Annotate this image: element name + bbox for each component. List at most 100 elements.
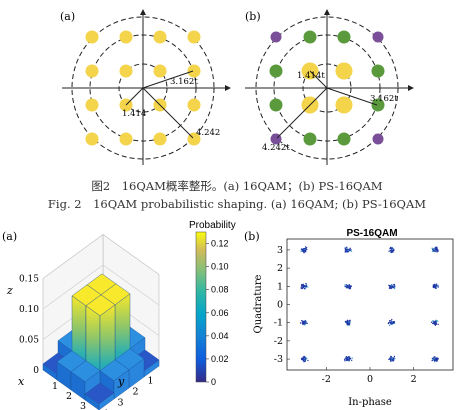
scatter-point (303, 358, 305, 360)
bar3d-panel: (a) 00.050.100.1512341234 z x y Probabil… (2, 220, 236, 410)
scatter-point (303, 320, 306, 323)
scatter-point (350, 359, 353, 361)
scatter-point (432, 357, 435, 359)
scatter-point (434, 321, 437, 324)
scatter-point (301, 319, 303, 322)
scatter-point (433, 284, 435, 286)
scatter-cluster (430, 319, 439, 327)
scatter-point (304, 323, 306, 325)
shaped-constellation-point (372, 31, 384, 43)
scatter-cluster (300, 319, 308, 326)
panel-a-radius-middle (142, 70, 194, 89)
scatter-point (306, 322, 308, 325)
scatter-point (345, 357, 347, 360)
scatter-point (391, 359, 394, 361)
scatter-y-tick-label: 0 (277, 300, 283, 311)
bar3d-x-tick-label: 3 (118, 398, 124, 409)
scatter-point (343, 358, 346, 360)
bar3d-z-tick-label: 0.15 (19, 275, 39, 285)
scatter-point (348, 323, 350, 326)
shaped-constellation-point (335, 62, 353, 80)
panel-b-radius-outer (276, 87, 328, 139)
scatter-point (431, 247, 433, 249)
bar3d-z-tick-label: 0.05 (19, 336, 39, 346)
scatter-point (304, 288, 306, 290)
scatter-point (435, 249, 437, 252)
scatter-point (433, 321, 435, 324)
scatter-cluster (300, 246, 308, 254)
panel-b-radius-label-inner: 1.414t (297, 71, 325, 81)
colorbar-tick-label: 0.06 (211, 308, 229, 318)
constellation-point (187, 98, 201, 112)
scatter-point (305, 284, 308, 286)
bar3d-z-tick-label: 0.10 (19, 305, 39, 315)
panel-b-radius-label-middle: 3.162t (370, 94, 398, 104)
scatter-x-tick-label: -2 (322, 374, 331, 385)
scatter-cluster (431, 356, 439, 363)
scatter-point (389, 321, 391, 323)
scatter-y-label: Quadrature (253, 274, 264, 333)
scatter-cluster (344, 246, 353, 253)
scatter-point (431, 320, 434, 322)
colorbar-tick-label: 0.12 (211, 239, 229, 249)
panel-a-radius-label-middle: 3.162t (170, 77, 198, 87)
scatter-point (388, 250, 390, 252)
scatter-point (307, 359, 309, 362)
scatter-point (301, 287, 304, 290)
scatter-point (347, 249, 350, 252)
scatter-cluster (432, 283, 439, 290)
shaped-constellation-point (337, 30, 351, 44)
scatter-point (301, 286, 303, 288)
bar3d-z-tick-label: 0 (33, 366, 39, 376)
scatter-point (346, 321, 349, 324)
scatter-cluster (387, 318, 396, 327)
colorbar-tick-label: 0 (211, 377, 216, 387)
scatter-point (304, 285, 306, 288)
scatter-point (347, 250, 349, 253)
scatter-point (349, 319, 351, 322)
scatter-point (348, 284, 351, 286)
scatter-point (304, 286, 307, 289)
colorbar-tick-label: 0.08 (211, 285, 229, 295)
scatter-point (344, 360, 346, 362)
scatter-point (435, 357, 438, 360)
scatter-cluster (300, 282, 309, 290)
scatter-point (432, 248, 434, 251)
scatter-point (349, 287, 352, 289)
scatter-point (388, 285, 391, 287)
constellation-point (119, 64, 133, 78)
scatter-point (436, 359, 438, 361)
scatter-point (437, 357, 439, 360)
scatter-point (436, 251, 438, 253)
scatter-point (393, 283, 395, 286)
colorbar (195, 231, 207, 383)
scatter-point (348, 357, 351, 359)
scatter-point (389, 287, 392, 289)
bar3d-bar-top (85, 294, 116, 317)
scatter-point (345, 249, 348, 251)
colorbar-title: Probability (189, 220, 236, 231)
scatter-point (437, 320, 439, 322)
constellation-point (187, 30, 201, 44)
constellation-point (85, 64, 99, 78)
scatter-point (434, 359, 437, 362)
scatter-point (346, 323, 349, 326)
scatter-y-tick-label: 2 (277, 263, 283, 274)
scatter-cluster (431, 246, 439, 253)
scatter-point (302, 284, 305, 286)
scatter-point (392, 359, 395, 362)
scatter-point (434, 246, 437, 249)
scatter-point (346, 246, 348, 249)
bar3d-y-tick-label: 3 (80, 401, 86, 410)
scatter-point (306, 248, 308, 251)
scatter-point (305, 282, 307, 285)
scatter-point (303, 322, 305, 324)
shaped-constellation-point (372, 133, 384, 145)
scatter-x-tick-label: 0 (367, 374, 373, 385)
scatter-point (393, 321, 395, 323)
scatter-point (391, 357, 393, 360)
scatter-panel: (b) PS-16QAM -2 0 2 -3 -2 -1 0 1 2 3 In-phase Qua… (244, 228, 454, 408)
scatter-point (304, 246, 307, 248)
scatter-point (433, 356, 435, 358)
